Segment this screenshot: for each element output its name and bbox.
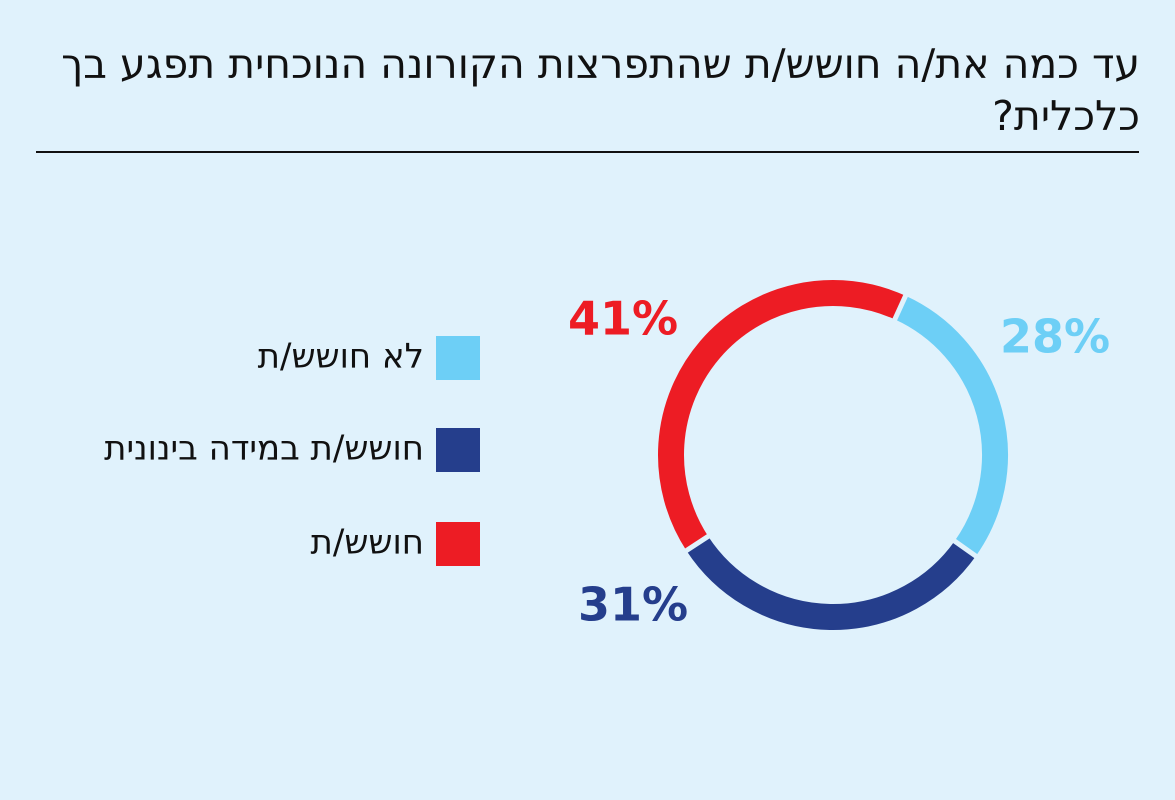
value-label: 31% bbox=[578, 578, 688, 632]
chart-title: עד כמה את/ה חושש/ת שהתפרצות הקורונה הנוכ… bbox=[61, 40, 1140, 140]
legend-swatch bbox=[436, 522, 480, 566]
legend-label: חושש/ת bbox=[311, 523, 424, 563]
legend-swatch bbox=[436, 336, 480, 380]
legend-swatch bbox=[436, 428, 480, 472]
value-label: 28% bbox=[1000, 310, 1110, 364]
donut-segment bbox=[894, 295, 1008, 557]
segment-gap bbox=[674, 527, 721, 560]
donut-segment bbox=[686, 536, 976, 630]
segment-gap bbox=[942, 531, 988, 566]
value-label: 41% bbox=[568, 292, 678, 346]
donut-segment bbox=[658, 280, 906, 551]
title-rule bbox=[36, 151, 1139, 153]
segment-gap bbox=[887, 282, 914, 333]
legend-label: חושש/ת במידה בינונית bbox=[104, 429, 424, 469]
legend-label: לא חושש/ת bbox=[258, 337, 424, 377]
